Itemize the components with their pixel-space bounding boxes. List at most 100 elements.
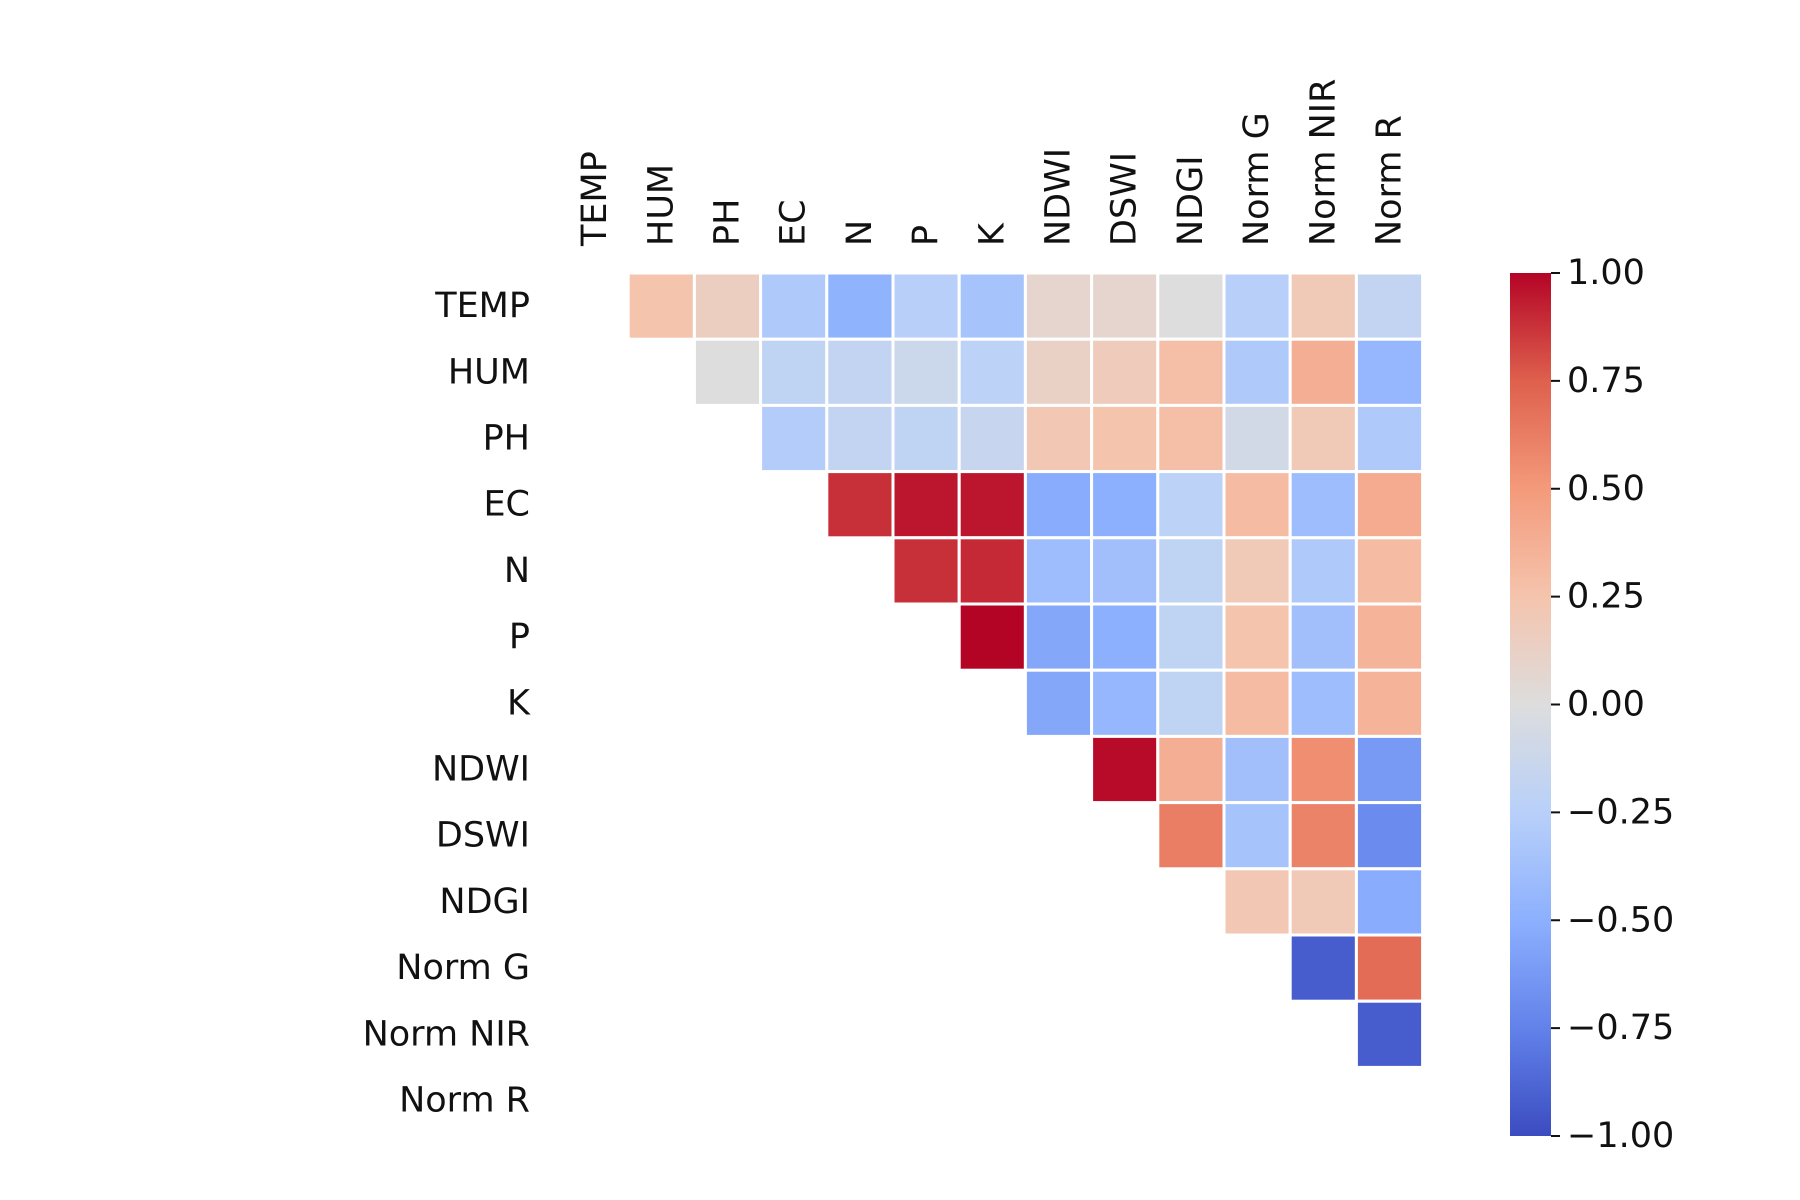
cell-ec-ndgi [1156, 470, 1226, 540]
cell-p-norm-nir [1288, 602, 1358, 672]
cell-n-ndwi [1023, 536, 1094, 606]
cell-n-norm-g [1222, 536, 1292, 606]
colorbar-tick-label: 0.75 [1567, 361, 1645, 401]
row-label-n: N [504, 551, 530, 591]
cell-temp-p [891, 271, 961, 341]
colorbar-tick-label: −1.00 [1567, 1116, 1674, 1156]
cell-hum-k [957, 337, 1027, 407]
cell-ph-norm-nir [1288, 403, 1358, 474]
cell-hum-ph [692, 337, 763, 407]
cell-k-ndgi [1156, 668, 1226, 738]
cell-hum-ndwi [1023, 337, 1094, 407]
colorbar-tick-label: −0.75 [1567, 1008, 1674, 1048]
cell-n-k [957, 536, 1027, 606]
row-label-ndgi: NDGI [439, 882, 530, 922]
cell-n-norm-nir [1288, 536, 1358, 606]
row-label-dswi: DSWI [436, 816, 530, 856]
cell-temp-n [825, 271, 895, 341]
cell-ndwi-norm-nir [1288, 734, 1358, 805]
cell-dswi-ndgi [1156, 801, 1226, 871]
column-label-ndgi: NDGI [1171, 155, 1211, 246]
column-label-ph: PH [708, 199, 748, 246]
row-label-norm-g: Norm G [396, 948, 530, 988]
cell-n-norm-r [1354, 536, 1425, 606]
row-label-k: K [507, 683, 531, 723]
cell-temp-dswi [1090, 271, 1160, 341]
row-label-ndwi: NDWI [432, 750, 530, 790]
row-labels: TEMP HUM PH EC NPK NDWI DSWI NDGI Norm G Norm NIR… [363, 286, 531, 1120]
column-label-norm-g: Norm G [1237, 112, 1277, 246]
cell-ec-dswi [1090, 470, 1160, 540]
cell-temp-k [957, 271, 1027, 341]
cell-temp-ndgi [1156, 271, 1226, 341]
column-labels: TEMP HUM PH EC N P K NDWI DSWI NDGI Norm G Norm NIR… [575, 79, 1409, 247]
row-label-temp: TEMP [434, 286, 530, 326]
cell-hum-norm-nir [1288, 337, 1358, 407]
cell-temp-norm-g [1222, 271, 1292, 341]
cell-ph-norm-r [1354, 403, 1425, 474]
cell-ec-k [957, 470, 1027, 540]
column-label-p: P [906, 225, 946, 246]
cell-ph-ec [759, 403, 829, 474]
cell-ec-norm-r [1354, 470, 1425, 540]
cell-k-norm-g [1222, 668, 1292, 738]
row-label-norm-r: Norm R [399, 1081, 530, 1121]
colorbar-tick-label: 0.25 [1567, 577, 1645, 617]
cell-hum-norm-g [1222, 337, 1292, 407]
column-label-ndwi: NDWI [1039, 148, 1079, 246]
cell-temp-ph [692, 271, 763, 341]
cell-ndwi-norm-r [1354, 734, 1425, 805]
column-label-n: N [840, 220, 880, 246]
cell-ec-norm-g [1222, 470, 1292, 540]
cell-ph-k [957, 403, 1027, 474]
column-label-hum: HUM [641, 164, 681, 246]
cell-hum-n [825, 337, 895, 407]
column-label-dswi: DSWI [1105, 152, 1145, 246]
cell-ec-ndwi [1023, 470, 1094, 540]
cell-hum-p [891, 337, 961, 407]
cell-ec-norm-nir [1288, 470, 1358, 540]
cell-norm-g-norm-nir [1288, 933, 1358, 1003]
column-label-norm-r: Norm R [1370, 115, 1410, 246]
cell-p-norm-g [1222, 602, 1292, 672]
cell-hum-dswi [1090, 337, 1160, 407]
cell-p-norm-r [1354, 602, 1425, 672]
cell-ec-p [891, 470, 961, 540]
column-label-ec: EC [774, 199, 814, 246]
cell-ndgi-norm-r [1354, 867, 1425, 937]
cell-ndwi-norm-g [1222, 734, 1292, 805]
cell-dswi-norm-r [1354, 801, 1425, 871]
cell-k-norm-r [1354, 668, 1425, 738]
heatmap-cells [626, 271, 1425, 1069]
cell-ph-p [891, 403, 961, 474]
cell-dswi-norm-nir [1288, 801, 1358, 871]
cell-ec-n [825, 470, 895, 540]
cell-n-p [891, 536, 961, 606]
cell-hum-ndgi [1156, 337, 1226, 407]
colorbar-tick-label: −0.25 [1567, 792, 1674, 832]
cell-temp-norm-nir [1288, 271, 1358, 341]
column-label-norm-nir: Norm NIR [1303, 79, 1343, 246]
cell-temp-ec [759, 271, 829, 341]
cell-hum-norm-r [1354, 337, 1425, 407]
row-label-ec: EC [483, 485, 530, 525]
colorbar-tick-label: 1.00 [1567, 253, 1645, 293]
cell-k-ndwi [1023, 668, 1094, 738]
cell-ndgi-norm-g [1222, 867, 1292, 937]
cell-p-k [957, 602, 1027, 672]
colorbar-tick-label: 0.00 [1567, 685, 1645, 725]
cell-ph-dswi [1090, 403, 1160, 474]
cell-n-ndgi [1156, 536, 1226, 606]
cell-temp-hum [626, 271, 696, 341]
cell-ph-ndgi [1156, 403, 1226, 474]
cell-ndgi-norm-nir [1288, 867, 1358, 937]
cell-hum-ec [759, 337, 829, 407]
colorbar-gradient [1510, 273, 1551, 1136]
cell-p-ndwi [1023, 602, 1094, 672]
colorbar-tick-label: 0.50 [1567, 469, 1645, 509]
row-label-norm-nir: Norm NIR [363, 1014, 530, 1054]
cell-p-ndgi [1156, 602, 1226, 672]
cell-ndwi-dswi [1090, 734, 1160, 805]
cell-n-dswi [1090, 536, 1160, 606]
cell-ph-ndwi [1023, 403, 1094, 474]
